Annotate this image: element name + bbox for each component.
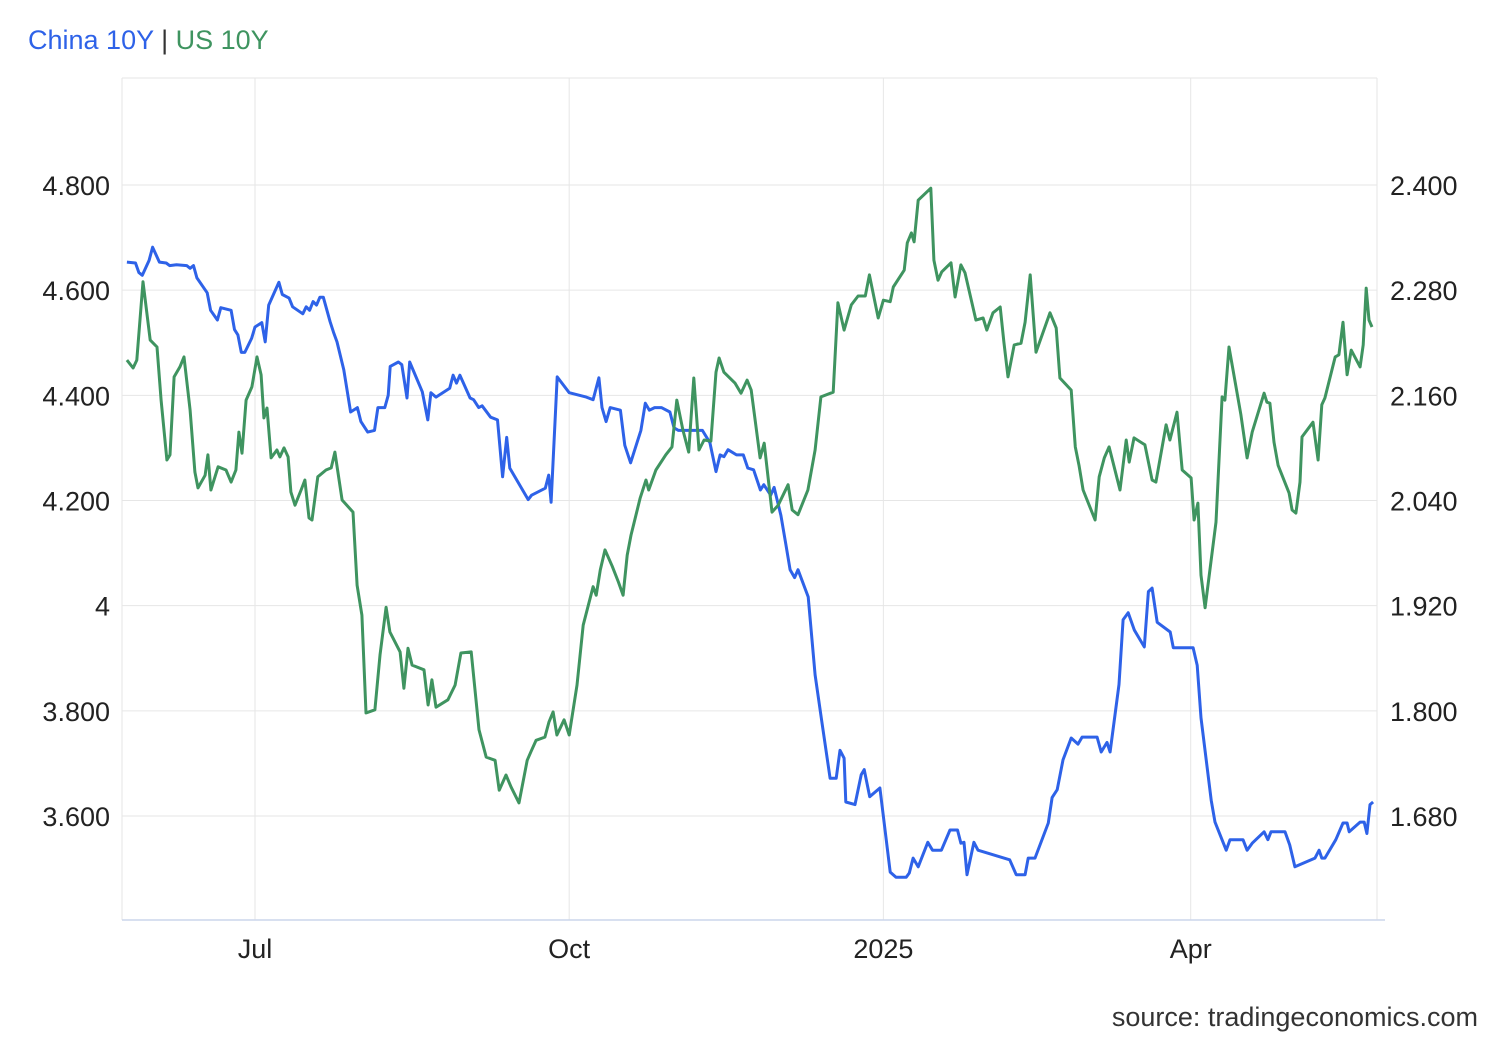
y-right-tick-label: 2.040: [1390, 487, 1458, 517]
y-left-tick-label: 4.200: [42, 487, 110, 517]
y-right-tick-label: 2.280: [1390, 276, 1458, 306]
series-lines: [125, 186, 1375, 879]
y-right-tick-label: 1.920: [1390, 592, 1458, 622]
grid: [121, 77, 1378, 920]
x-tick-label: 2025: [853, 934, 913, 964]
series-line-china-10y: [126, 245, 1375, 879]
legend-part-0: China 10Y: [28, 25, 154, 55]
y-left-tick-label: 4.800: [42, 171, 110, 201]
series-line-us-10y: [125, 186, 1374, 805]
y-right-tick-label: 1.680: [1390, 802, 1458, 832]
y-right-tick-label: 2.400: [1390, 171, 1458, 201]
legend-part-2: US 10Y: [176, 25, 269, 55]
legend-part-1: |: [154, 25, 176, 55]
y-left-tick-label: 4.600: [42, 276, 110, 306]
y-left-tick-label: 3.600: [42, 802, 110, 832]
axes: 4.800 2.400 4.600 2.280 4.400 2.160 4.200 2.040…: [42, 171, 1457, 964]
x-tick-label: Jul: [238, 934, 273, 964]
source-label: source: tradingeconomics.com: [1112, 1002, 1478, 1032]
y-left-tick-label: 4.400: [42, 381, 110, 411]
chart-legend-title: China 10Y | US 10Y: [28, 25, 269, 55]
y-right-tick-label: 1.800: [1390, 697, 1458, 727]
x-tick-label: Oct: [548, 934, 591, 964]
y-left-tick-label: 4: [95, 592, 110, 622]
x-tick-label: Apr: [1170, 934, 1212, 964]
y-left-tick-label: 3.800: [42, 697, 110, 727]
y-right-tick-label: 2.160: [1390, 381, 1458, 411]
